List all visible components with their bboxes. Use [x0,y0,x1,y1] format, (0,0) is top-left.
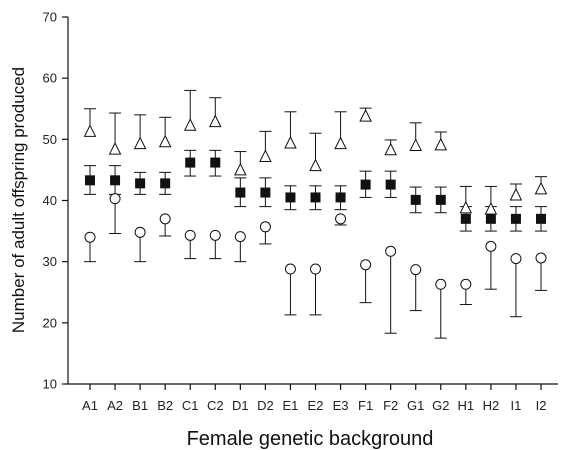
x-tick-label: D1 [232,398,249,413]
square-marker [335,192,346,203]
x-tick-label: C2 [207,398,224,413]
circle-marker [134,226,146,238]
x-tick-label: E1 [282,398,298,413]
square-marker [185,157,196,168]
x-tick-label: D2 [257,398,274,413]
y-ticks: 10 20 30 40 50 60 70 [43,10,68,392]
circle-marker [460,278,472,290]
triangle-marker [284,135,297,149]
x-tick-label: A2 [107,398,123,413]
circle-marker [435,278,447,290]
circle-marker [234,231,246,243]
x-tick-label: G1 [407,398,424,413]
triangle-marker [309,158,322,172]
square-marker [435,194,446,205]
square-marker [360,179,371,190]
x-tick-label: I2 [536,398,547,413]
square-marker [85,175,95,186]
triangle-marker [434,137,448,151]
circle-marker [209,229,221,241]
circle-marker [184,229,196,241]
x-tick-label: F1 [358,398,373,413]
circle-marker [485,240,497,252]
square-marker [385,179,396,190]
square-marker [485,213,496,224]
square-marker [135,178,146,189]
circle-marker [310,263,321,275]
circle-marker [535,252,547,264]
square-marker [460,213,471,224]
square-marker [260,187,271,198]
square-marker [310,192,321,203]
square-marker [536,213,546,224]
triangle-marker [158,134,172,148]
triangle-marker [83,124,97,137]
x-tick-label: F2 [383,398,398,413]
triangle-marker [409,138,423,151]
x-ticks: A1 A2 B1 B2 C1 C2 D1 D2 E1 E2 E3 F1 F2 G1 G2 H1 H2 I1 I2 [82,384,546,413]
circle-marker [284,263,296,275]
square-marker [160,178,171,189]
x-tick-label: E3 [333,398,349,413]
triangle-marker [359,108,372,122]
triangle-marker [234,162,247,176]
x-tick-label: H1 [458,398,475,413]
circle-marker [84,231,96,243]
circle-marker [109,193,121,205]
y-tick-label: 60 [43,71,57,86]
x-tick-label: C1 [182,398,199,413]
x-tick-label: B1 [132,398,148,413]
square-marker [110,175,121,186]
data-markers [83,108,548,290]
triangle-marker [384,142,397,156]
triangle-marker [509,187,523,201]
circle-marker [360,259,372,271]
circle-marker [410,264,422,276]
x-tick-label: B2 [157,398,173,413]
x-tick-label: H2 [483,398,500,413]
x-tick-label: E2 [308,398,324,413]
circle-marker [259,221,271,233]
triangle-marker [133,136,147,150]
square-marker [510,213,521,224]
y-tick-label: 20 [43,315,57,330]
x-axis-title: Female genetic background [187,428,434,450]
triangle-marker [484,201,498,215]
circle-marker [335,213,347,225]
y-tick-label: 30 [43,254,57,269]
triangle-marker [183,118,197,131]
triangle-marker [108,142,122,155]
triangle-marker [208,114,222,128]
circle-marker [385,245,397,257]
square-marker [210,157,221,168]
y-tick-label: 10 [43,377,57,392]
x-tick-label: I1 [511,398,522,413]
triangle-marker [534,181,548,195]
square-marker [235,187,246,198]
circle-marker [510,253,522,265]
y-tick-label: 70 [43,10,57,25]
square-marker [410,194,421,205]
x-tick-label: G2 [432,398,449,413]
triangle-marker [459,200,473,214]
triangle-marker [334,136,347,150]
y-axis-title: Number of adult offspring produced [9,67,28,333]
triangle-marker [259,149,272,162]
circle-marker [159,213,171,225]
square-marker [285,192,296,203]
error-bars [84,89,547,339]
y-tick-label: 50 [43,132,57,147]
y-tick-label: 40 [43,193,57,208]
x-tick-label: A1 [82,398,98,413]
